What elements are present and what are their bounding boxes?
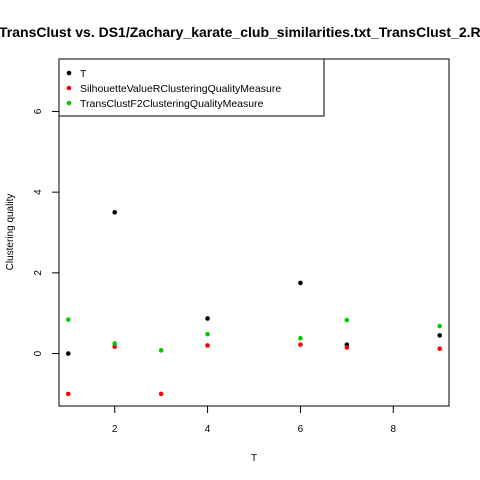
y-tick-label: 6: [33, 108, 44, 114]
data-point: [298, 342, 303, 347]
data-point: [112, 341, 118, 346]
series-2: [65, 342, 443, 397]
data-point: [65, 351, 71, 356]
x-axis: 2 4 6 8: [112, 406, 397, 435]
y-tick-label: 2: [33, 270, 44, 276]
x-axis-label: T: [251, 453, 257, 464]
y-axis-label: Clustering quality: [5, 194, 16, 271]
data-point: [158, 391, 164, 397]
x-tick-label: 8: [391, 424, 397, 435]
data-point: [112, 210, 118, 215]
series-3: [65, 317, 443, 353]
legend-label: SilhouetteValueRClusteringQualityMeasure: [80, 83, 281, 95]
data-point: [205, 343, 210, 348]
legend-marker: [66, 70, 72, 76]
x-tick-label: 4: [205, 424, 211, 435]
legend-marker: [66, 100, 72, 106]
data-point: [437, 346, 443, 352]
data-point: [112, 344, 118, 349]
data-point: [205, 331, 210, 337]
legend-box: [58, 58, 325, 117]
series-1: [65, 210, 443, 356]
y-tick-label: 4: [33, 189, 44, 195]
x-tick-label: 2: [112, 424, 118, 435]
legend: T SilhouetteValueRClusteringQualityMeasur…: [58, 58, 325, 117]
legend-marker: [66, 85, 72, 91]
data-point: [437, 323, 443, 329]
chart-title: TransClust vs. DS1/Zachary_karate_club_s…: [0, 24, 480, 40]
legend-label: T: [80, 68, 87, 80]
y-axis: 0 2 4 6: [33, 108, 59, 356]
y-tick-label: 0: [33, 350, 44, 356]
data-points: [65, 210, 443, 397]
data-point: [205, 316, 210, 321]
data-point: [298, 280, 303, 286]
x-tick-label: 6: [298, 424, 304, 435]
data-point: [65, 391, 71, 397]
data-point: [158, 348, 164, 353]
data-point: [65, 317, 71, 322]
legend-label: TransClustF2ClusteringQualityMeasure: [80, 98, 264, 110]
data-point: [344, 345, 350, 350]
data-point: [437, 333, 443, 338]
data-point: [344, 317, 350, 323]
data-point: [298, 335, 303, 341]
